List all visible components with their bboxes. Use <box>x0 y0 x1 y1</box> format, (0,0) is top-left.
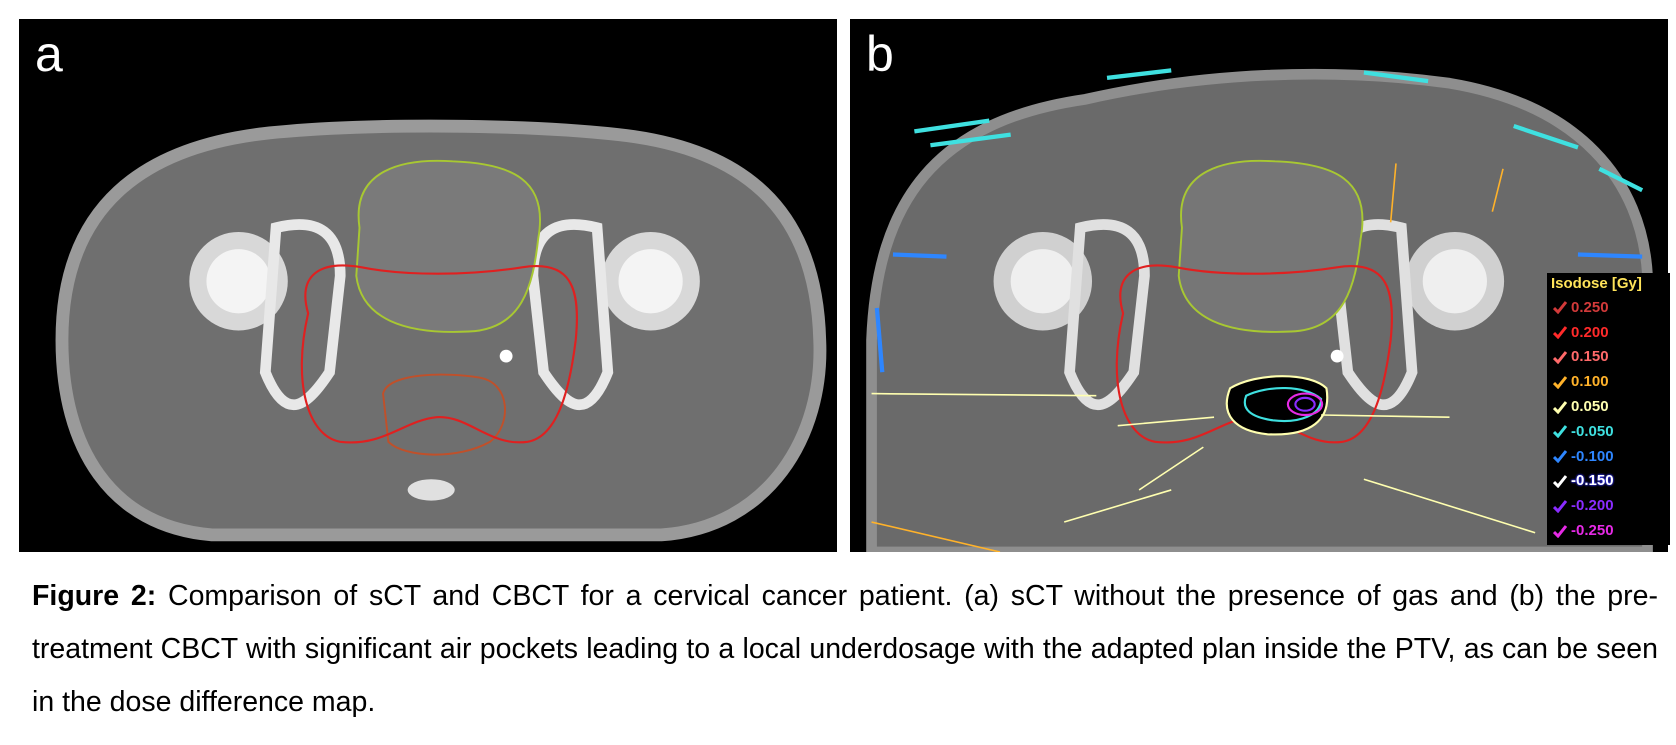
legend-item: -0.050 <box>1547 419 1670 444</box>
legend-item: 0.150 <box>1547 345 1670 370</box>
legend-label: 0.050 <box>1571 398 1609 416</box>
legend: Isodose [Gy] 0.250 0.200 0.150 0.100 0.050 -0… <box>1547 273 1670 545</box>
check-icon <box>1553 301 1567 315</box>
legend-item: 0.200 <box>1547 320 1670 345</box>
caption-label: Figure 2: <box>32 580 157 612</box>
legend-label: -0.150 <box>1571 472 1614 490</box>
legend-item: 0.250 <box>1547 295 1670 320</box>
legend-label: -0.050 <box>1571 422 1614 440</box>
legend-label: -0.250 <box>1571 522 1614 540</box>
panel-label: a <box>35 26 63 82</box>
legend-label: 0.250 <box>1571 298 1609 316</box>
panel-a: a <box>19 19 837 552</box>
legend-item: -0.100 <box>1547 444 1670 469</box>
legend-label: 0.150 <box>1571 348 1609 366</box>
check-icon <box>1553 375 1567 389</box>
legend-item: 0.050 <box>1547 394 1670 419</box>
panel-label: b <box>866 26 894 82</box>
caption: Figure 2: Comparison of sCT and CBCT for… <box>32 570 1658 729</box>
ct-image <box>866 68 1653 552</box>
caption-text: Comparison of sCT and CBCT for a cervica… <box>32 580 1658 718</box>
check-icon <box>1553 524 1567 538</box>
legend-item: -0.200 <box>1547 493 1670 518</box>
check-icon <box>1553 400 1567 414</box>
legend-item: -0.150 <box>1547 469 1670 494</box>
legend-title: Isodose [Gy] <box>1551 275 1642 292</box>
check-icon <box>1553 450 1567 464</box>
check-icon <box>1553 326 1567 340</box>
panel-b: b <box>850 19 1668 552</box>
check-icon <box>1553 351 1567 364</box>
legend-label: -0.100 <box>1571 447 1614 465</box>
ct-image <box>55 119 827 542</box>
legend-item: -0.250 <box>1547 518 1670 543</box>
check-icon <box>1553 499 1567 513</box>
check-icon <box>1553 425 1567 439</box>
legend-label: 0.100 <box>1571 373 1609 391</box>
legend-label: -0.200 <box>1571 497 1614 515</box>
legend-label: 0.200 <box>1571 323 1609 341</box>
check-icon <box>1553 475 1567 488</box>
legend-item: 0.100 <box>1547 369 1670 394</box>
